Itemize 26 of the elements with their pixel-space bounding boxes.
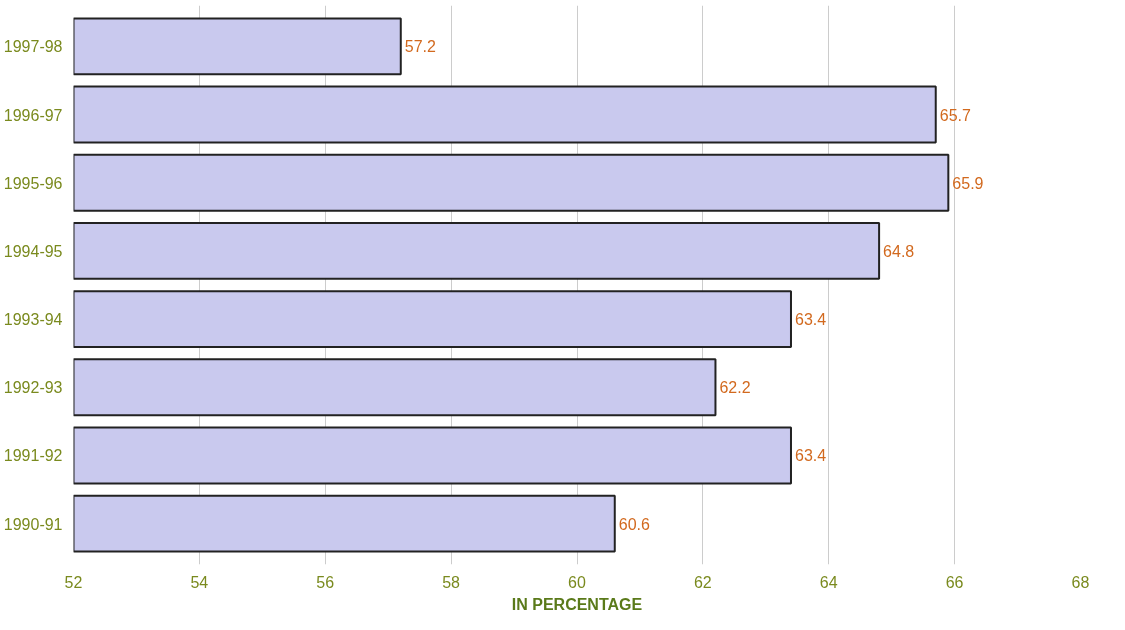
x-axis-title: IN PERCENTAGE [511, 595, 643, 613]
y-tick-label: 1996-97 [3, 106, 63, 124]
x-tick-label: 66 [945, 573, 964, 591]
data-label: 65.7 [939, 106, 971, 124]
x-tick-label: 54 [190, 573, 209, 591]
data-label: 57.2 [404, 38, 437, 56]
y-tick-label: 1991-92 [3, 447, 63, 465]
x-tick-label: 64 [819, 573, 838, 591]
y-tick-label: 1997-98 [3, 38, 63, 56]
data-label: 63.4 [794, 311, 827, 329]
data-label: 62.2 [719, 379, 751, 397]
x-tick-label: 56 [316, 573, 335, 591]
x-tick-label: 68 [1071, 573, 1090, 591]
data-label: 60.6 [618, 515, 650, 533]
y-tick-label: 1992-93 [3, 379, 63, 397]
x-tick-label: 58 [442, 573, 461, 591]
y-tick-label: 1995-96 [3, 174, 63, 192]
x-tick-label: 62 [693, 573, 712, 591]
x-tick-label: 52 [64, 573, 83, 591]
y-tick-label: 1994-95 [3, 242, 63, 260]
data-label: 64.8 [883, 242, 915, 260]
data-label: 65.9 [952, 174, 984, 192]
y-tick-label: 1990-91 [3, 515, 63, 533]
x-tick-label: 60 [568, 573, 586, 591]
y-tick-label: 1993-94 [3, 311, 63, 329]
data-label: 63.4 [794, 447, 827, 465]
